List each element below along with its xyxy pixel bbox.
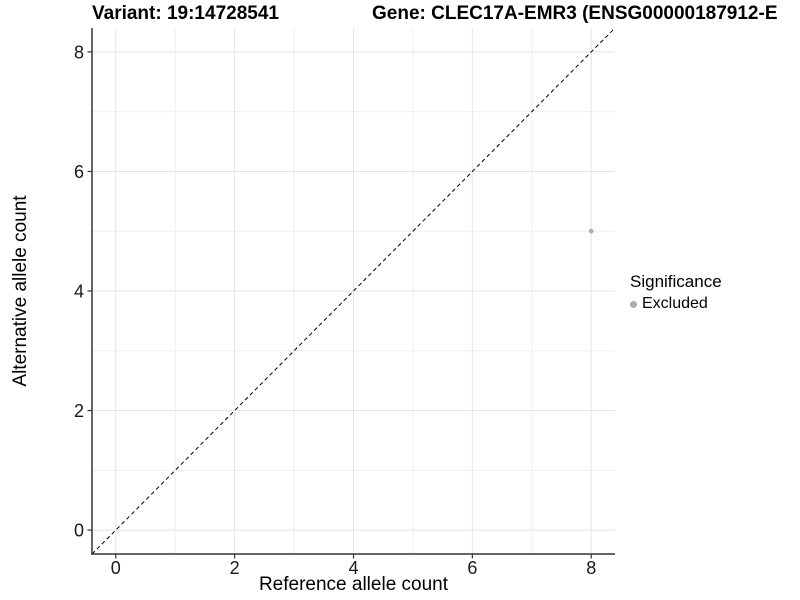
y-tick-label: 8 [74,42,84,62]
legend: Significance Excluded [630,271,722,313]
legend-item-excluded: Excluded [630,295,722,313]
x-tick-label: 8 [586,558,596,578]
y-tick-label: 2 [74,401,84,421]
data-point [588,228,594,234]
y-tick-label: 4 [74,282,84,302]
x-tick-label: 6 [467,558,477,578]
excluded-point-icon [630,300,637,308]
x-tick-label: 2 [230,558,240,578]
variant-title: Variant: 19:14728541 [92,3,279,24]
y-tick-label: 6 [74,162,84,182]
x-tick-label: 0 [111,558,121,578]
gene-title: Gene: CLEC17A-EMR3 (ENSG00000187912-E [372,3,778,24]
legend-item-label: Excluded [642,295,708,312]
legend-title: Significance [630,272,722,291]
x-tick-label: 4 [348,558,358,578]
identity-dashed-line [91,27,616,555]
y-tick-label: 0 [74,521,84,541]
y-axis-title: Alternative allele count [10,195,31,387]
x-axis-title: Reference allele count [258,574,449,595]
